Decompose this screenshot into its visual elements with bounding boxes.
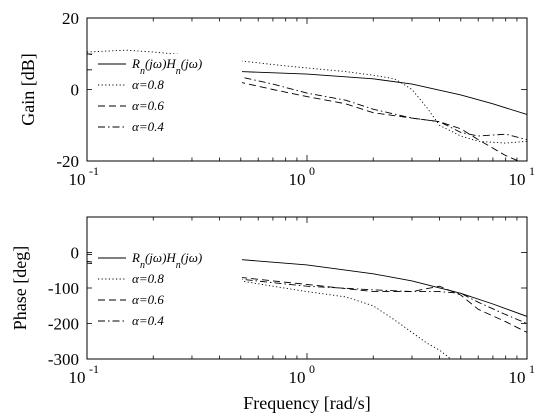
x-tick-label: 10 <box>289 170 306 189</box>
x-tick-label: 10 <box>69 368 86 387</box>
x-tick-label: 10 <box>289 368 306 387</box>
x-tick-exponent: -1 <box>89 362 99 376</box>
legend-label: α=0.4 <box>132 119 164 134</box>
y-tick-label: 20 <box>62 9 79 28</box>
x-tick-exponent: 1 <box>529 164 535 178</box>
y-axis-label: Phase [deg] <box>10 246 30 330</box>
legend-label: α=0.8 <box>132 77 164 92</box>
legend: Rn(jω)Hn(jω)α=0.8α=0.6α=0.4 <box>92 54 242 144</box>
x-tick-label: 10 <box>509 368 526 387</box>
y-tick-label: 0 <box>71 244 80 263</box>
y-tick-label: -300 <box>48 350 79 369</box>
legend-label: α=0.4 <box>132 313 164 328</box>
y-axis-label: Gain [dB] <box>18 53 38 125</box>
x-tick-exponent: -1 <box>89 164 99 178</box>
legend-label: α=0.6 <box>132 98 164 113</box>
y-tick-label: 0 <box>71 81 80 100</box>
legend-label: α=0.6 <box>132 292 164 307</box>
y-tick-label: -200 <box>48 315 79 334</box>
y-tick-label: -20 <box>56 152 79 171</box>
x-tick-label: 10 <box>69 170 86 189</box>
legend: Rn(jω)Hn(jω)α=0.8α=0.6α=0.4 <box>92 248 242 338</box>
x-tick-exponent: 1 <box>529 362 535 376</box>
x-axis-label: Frequency [rad/s] <box>243 393 370 413</box>
x-tick-exponent: 0 <box>309 362 315 376</box>
x-tick-label: 10 <box>509 170 526 189</box>
legend-label: α=0.8 <box>132 271 164 286</box>
x-tick-exponent: 0 <box>309 164 315 178</box>
y-tick-label: -100 <box>48 279 79 298</box>
